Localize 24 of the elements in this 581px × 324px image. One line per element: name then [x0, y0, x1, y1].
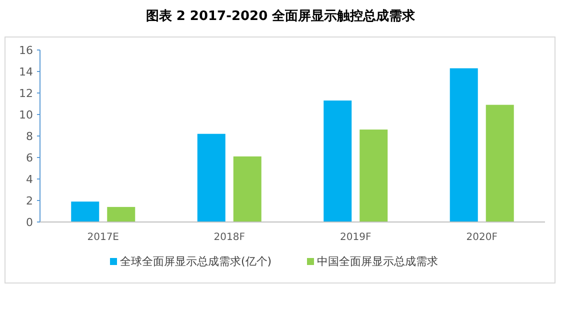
bar — [324, 100, 352, 222]
chart-title: 图表 2 2017-2020 全面屏显示触控总成需求 — [146, 8, 416, 24]
legend-label: 全球全面屏显示总成需求(亿个) — [120, 255, 272, 268]
y-tick-label: 16 — [19, 44, 33, 57]
y-tick-label: 10 — [19, 108, 33, 122]
x-tick-label: 2019F — [340, 232, 372, 243]
y-tick-label: 8 — [26, 130, 33, 143]
y-tick-label: 6 — [26, 151, 33, 164]
bar — [450, 68, 478, 222]
y-tick-label: 2 — [26, 194, 33, 208]
x-tick-label: 2017E — [87, 232, 120, 243]
bar — [107, 206, 136, 222]
y-tick-label: 12 — [19, 86, 33, 100]
x-tick-label: 2020F — [466, 232, 498, 243]
bar — [360, 130, 388, 222]
bar — [197, 134, 226, 222]
x-tick-label: 2018F — [214, 232, 246, 243]
bar — [233, 156, 262, 222]
legend-label: 中国全面屏显示总成需求 — [317, 255, 438, 268]
y-tick-label: 4 — [26, 172, 33, 186]
y-tick-label: 0 — [26, 216, 33, 229]
bar — [71, 202, 100, 222]
y-tick-label: 14 — [19, 65, 33, 78]
bar — [486, 104, 514, 222]
